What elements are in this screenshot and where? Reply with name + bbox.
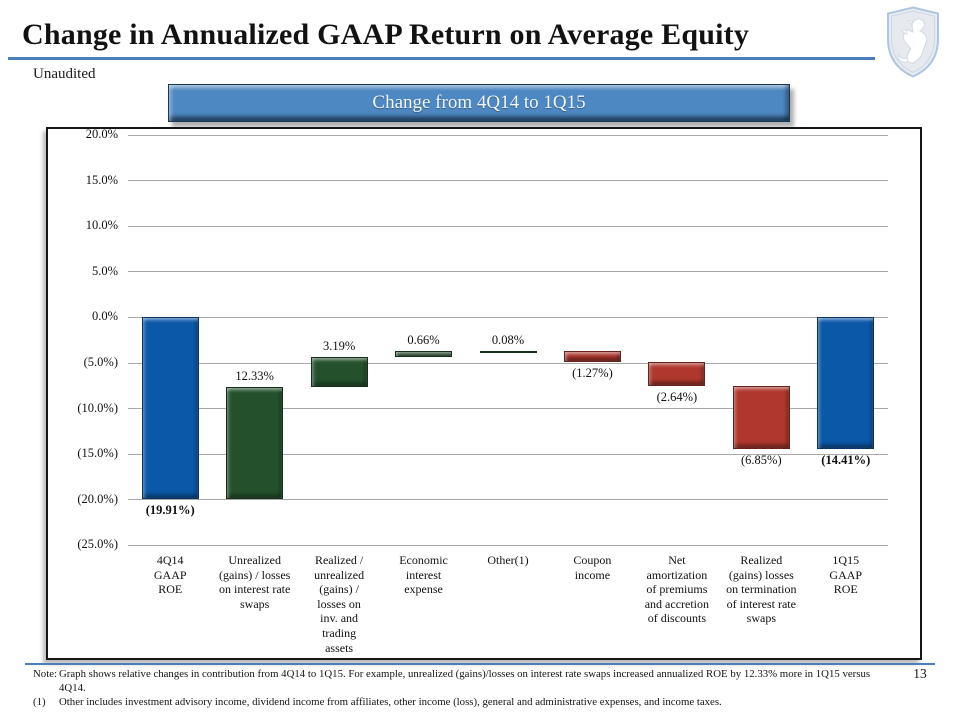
chart-title-banner-text: Change from 4Q14 to 1Q15 (372, 92, 586, 113)
footnote-text: Graph shows relative changes in contribu… (59, 668, 871, 694)
unaudited-label: Unaudited (33, 66, 96, 82)
footer-rule (25, 663, 935, 665)
footnote-label: Note: (33, 668, 57, 680)
company-shield-logo (886, 6, 940, 78)
page-title: Change in Annualized GAAP Return on Aver… (22, 18, 750, 51)
shield-lion-icon (887, 6, 939, 78)
chart-title-banner: Change from 4Q14 to 1Q15 (168, 84, 790, 122)
chart-frame (46, 127, 922, 660)
footnote-line-1: Note: Graph shows relative changes in co… (33, 668, 893, 696)
footnote-text: Other includes investment advisory incom… (59, 695, 722, 708)
footnote-label: (1) (33, 695, 46, 708)
footnote-line-2: (1) Other includes investment advisory i… (33, 696, 893, 710)
page-number: 13 (913, 666, 927, 681)
footnote-block: Note: Graph shows relative changes in co… (33, 668, 893, 709)
title-underline-rule (8, 57, 875, 60)
